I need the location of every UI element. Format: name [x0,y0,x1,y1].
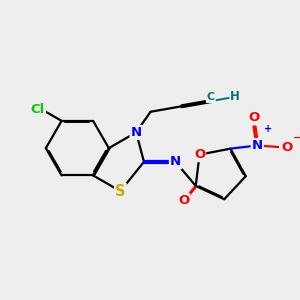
Text: H: H [230,90,240,104]
Text: O: O [248,111,260,124]
Text: O: O [281,141,292,154]
Text: O: O [194,148,205,161]
Text: N: N [170,155,181,168]
Text: −: − [293,133,300,143]
Text: N: N [252,139,263,152]
Text: C: C [207,92,215,102]
Text: +: + [264,124,272,134]
Text: S: S [115,184,126,199]
Text: O: O [178,194,189,207]
Text: Cl: Cl [31,103,45,116]
Text: N: N [130,126,142,139]
